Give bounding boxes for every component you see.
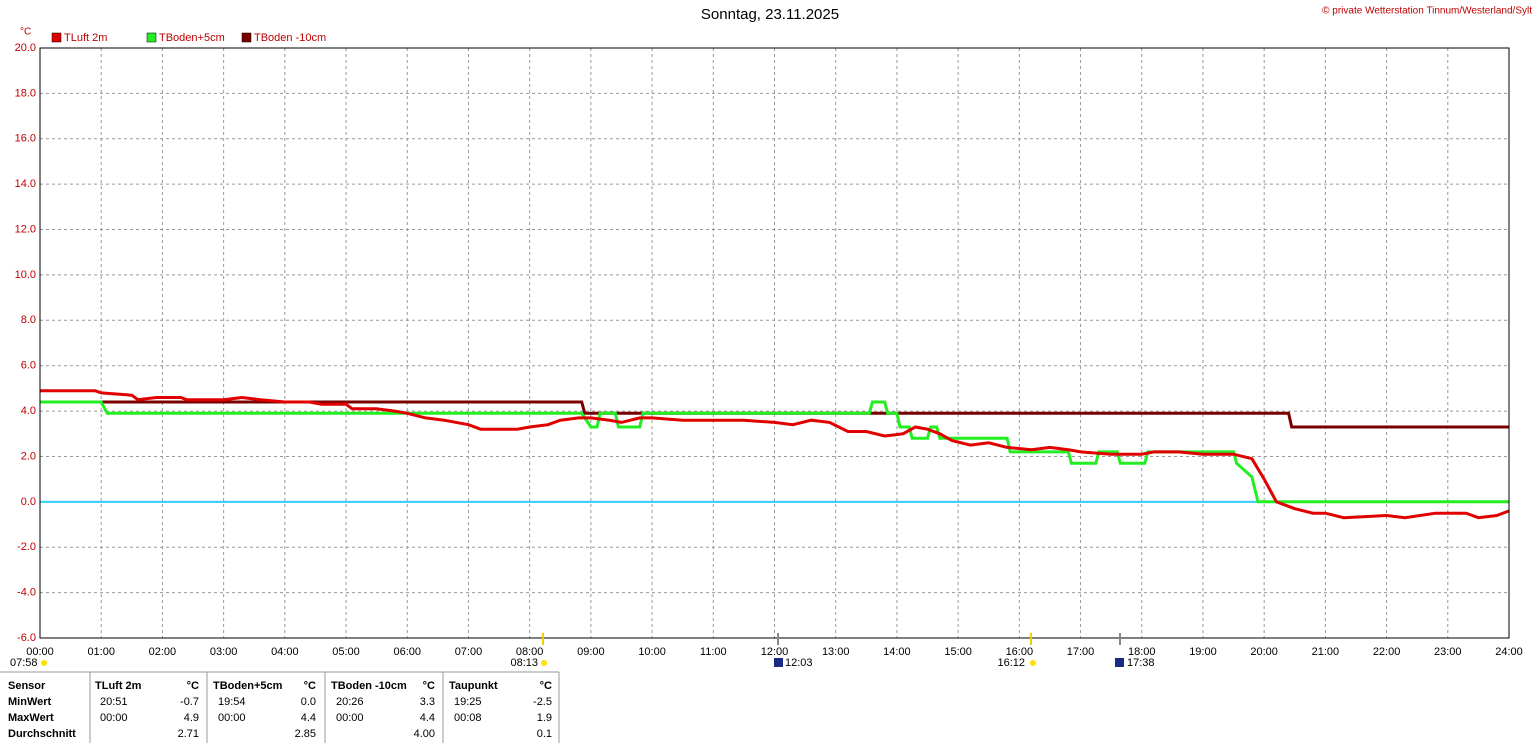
table-header: °C — [423, 680, 435, 692]
table-cell: 4.4 — [301, 712, 316, 724]
series-line — [40, 400, 1509, 504]
y-tick-label: 2.0 — [21, 450, 36, 462]
x-tick-label: 04:00 — [271, 646, 299, 658]
sun-time-label: 07:58 — [10, 657, 38, 669]
table-cell: 4.9 — [184, 712, 199, 724]
x-tick-label: 18:00 — [1128, 646, 1156, 658]
x-tick-label: 19:00 — [1189, 646, 1217, 658]
table-header: TLuft 2m — [95, 680, 142, 692]
x-tick-label: 20:00 — [1250, 646, 1278, 658]
y-tick-label: 18.0 — [15, 87, 36, 99]
sun-icon — [541, 660, 547, 666]
table-cell: 00:00 — [336, 712, 364, 724]
y-tick-label: 8.0 — [21, 314, 36, 326]
plot-frame — [39, 47, 1510, 639]
sun-time-label: 08:13 — [510, 657, 538, 669]
table-header: TBoden+5cm — [213, 680, 283, 692]
sun-time-label: 12:03 — [785, 657, 813, 669]
table-cell: 3.3 — [420, 696, 435, 708]
table-header: °C — [304, 680, 316, 692]
table-cell: 00:00 — [218, 712, 246, 724]
x-tick-label: 14:00 — [883, 646, 911, 658]
stats-table: Sensor TLuft 2m °C TBoden+5cm °C TBoden -10cm… — [0, 671, 560, 743]
y-tick-label: 10.0 — [15, 269, 36, 281]
y-axis-unit: °C — [20, 27, 31, 38]
table-header: TBoden -10cm — [331, 680, 407, 692]
table-cell: 19:54 — [218, 696, 246, 708]
y-tick-label: 14.0 — [15, 178, 36, 190]
legend-label: TBoden -10cm — [254, 32, 326, 44]
x-tick-label: 11:00 — [700, 646, 727, 658]
table-cell: -0.7 — [180, 696, 199, 708]
table-cell: 4.4 — [420, 712, 435, 724]
x-tick-label: 07:00 — [455, 646, 483, 658]
series-line — [40, 389, 1510, 520]
y-tick-label: -4.0 — [17, 587, 36, 599]
y-tick-label: 6.0 — [21, 360, 36, 372]
y-tick-label: 4.0 — [21, 405, 36, 417]
x-tick-label: 16:00 — [1006, 646, 1034, 658]
y-tick-label: 0.0 — [21, 496, 36, 508]
table-header: °C — [187, 680, 199, 692]
table-cell: 2.85 — [295, 728, 316, 740]
x-tick-label: 12:00 — [761, 646, 789, 658]
x-tick-label: 01:00 — [87, 646, 115, 658]
x-tick-label: 15:00 — [944, 646, 972, 658]
y-tick-label: 16.0 — [15, 133, 36, 145]
row-label: MaxWert — [8, 712, 54, 724]
table-cell: -2.5 — [533, 696, 552, 708]
x-tick-label: 13:00 — [822, 646, 850, 658]
sun-time-label: 17:38 — [1127, 657, 1155, 669]
chart-subtitle: © private Wetterstation Tinnum/Westerlan… — [1322, 6, 1532, 17]
table-cell: 20:26 — [336, 696, 364, 708]
x-tick-label: 23:00 — [1434, 646, 1462, 658]
table-header: Sensor — [8, 680, 46, 692]
legend-swatch — [146, 32, 157, 43]
legend-swatch — [51, 32, 62, 43]
table-cell: 4.00 — [414, 728, 435, 740]
x-tick-label: 10:00 — [638, 646, 666, 658]
x-tick-label: 00:00 — [26, 646, 54, 658]
legend-swatch — [241, 32, 252, 43]
x-tick-label: 06:00 — [393, 646, 421, 658]
x-tick-label: 05:00 — [332, 646, 360, 658]
grid — [39, 47, 1510, 639]
table-cell: 0.1 — [537, 728, 552, 740]
table-cell: 1.9 — [537, 712, 552, 724]
sun-icon — [1030, 660, 1036, 666]
legend-label: TBoden+5cm — [159, 32, 225, 44]
table-cell: 20:51 — [100, 696, 128, 708]
table-cell: 2.71 — [178, 728, 199, 740]
x-tick-label: 03:00 — [210, 646, 238, 658]
table-header: Taupunkt — [449, 680, 498, 692]
y-tick-label: -6.0 — [17, 632, 36, 644]
sun-time-label: 16:12 — [997, 657, 1025, 669]
table-cell: 19:25 — [454, 696, 482, 708]
table-cell: 00:00 — [100, 712, 128, 724]
x-tick-label: 21:00 — [1312, 646, 1340, 658]
sun-icon — [41, 660, 47, 666]
table-cell: 0.0 — [301, 696, 316, 708]
y-tick-label: -2.0 — [17, 541, 36, 553]
row-label: MinWert — [8, 696, 52, 708]
moon-icon — [1115, 658, 1124, 667]
x-tick-label: 24:00 — [1495, 646, 1523, 658]
x-tick-label: 22:00 — [1373, 646, 1401, 658]
x-tick-label: 09:00 — [577, 646, 605, 658]
table-header: °C — [540, 680, 552, 692]
y-tick-label: 12.0 — [15, 223, 36, 235]
x-tick-label: 08:00 — [516, 646, 544, 658]
moon-icon — [774, 658, 783, 667]
series-line — [40, 400, 1509, 429]
x-tick-label: 17:00 — [1067, 646, 1095, 658]
plot — [40, 389, 1510, 520]
y-tick-label: 20.0 — [15, 42, 36, 54]
chart-title: Sonntag, 23.11.2025 — [701, 6, 839, 23]
row-label: Durchschnitt — [8, 728, 76, 740]
table-cell: 00:08 — [454, 712, 482, 724]
x-tick-label: 02:00 — [149, 646, 177, 658]
legend-label: TLuft 2m — [64, 32, 107, 44]
